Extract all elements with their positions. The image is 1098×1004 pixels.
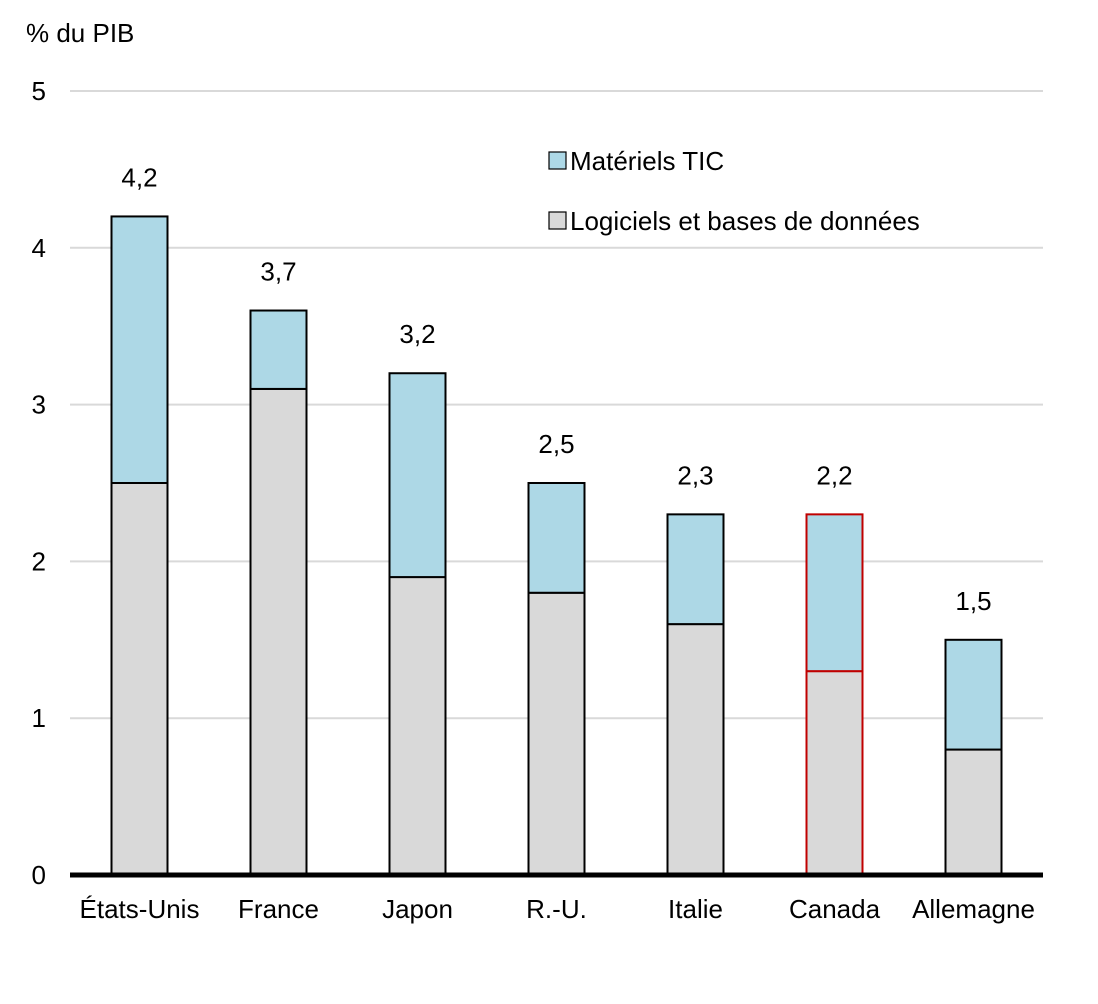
bar-segment-software xyxy=(388,576,447,877)
legend: Matériels TIC Logiciels et bases de donn… xyxy=(548,146,920,236)
bar-segment-hardware xyxy=(110,215,169,484)
legend-item-software: Logiciels et bases de données xyxy=(548,206,920,236)
x-category-label: R.-U. xyxy=(526,894,587,924)
x-axis-categories: États-Unis France Japon R.-U. Italie Canada Al… xyxy=(80,894,1035,924)
y-tick-label: 3 xyxy=(32,390,46,420)
bar-segment-software xyxy=(944,748,1003,876)
bar-segment-software xyxy=(805,670,864,876)
total-label: 4,2 xyxy=(121,162,157,192)
total-label: 3,7 xyxy=(260,257,296,287)
x-category-label: France xyxy=(238,894,319,924)
bar-segment-software xyxy=(249,387,308,876)
x-category-label: États-Unis xyxy=(80,894,200,924)
total-label: 2,5 xyxy=(538,429,574,459)
y-tick-label: 5 xyxy=(32,76,46,106)
x-category-label: Allemagne xyxy=(912,894,1035,924)
legend-label-software: Logiciels et bases de données xyxy=(570,206,920,236)
legend-item-hardware: Matériels TIC xyxy=(548,146,724,176)
total-data-labels: 4,2 3,7 3,2 2,5 2,3 2,2 1,5 xyxy=(121,162,991,615)
bars xyxy=(110,215,1003,877)
legend-label-hardware: Matériels TIC xyxy=(570,146,724,176)
x-category-label: Japon xyxy=(382,894,453,924)
total-label: 2,2 xyxy=(816,460,852,490)
bar-segment-hardware xyxy=(527,482,586,594)
total-label: 3,2 xyxy=(399,319,435,349)
bar-segment-hardware xyxy=(249,309,308,390)
total-label: 1,5 xyxy=(955,586,991,616)
legend-swatch-software xyxy=(548,211,567,230)
y-axis-label: % du PIB xyxy=(26,18,134,48)
x-category-label: Italie xyxy=(668,894,723,924)
grid-lines xyxy=(70,90,1043,720)
bar-segment-hardware xyxy=(666,513,725,626)
bar-segment-hardware xyxy=(944,638,1003,751)
y-tick-label: 0 xyxy=(32,860,46,890)
legend-swatch-hardware xyxy=(548,151,567,170)
y-tick-label: 2 xyxy=(32,546,46,576)
y-axis-ticks: 0 1 2 3 4 5 xyxy=(32,76,46,890)
total-label: 2,3 xyxy=(677,460,713,490)
x-category-label: Canada xyxy=(789,894,881,924)
bar-segment-hardware xyxy=(805,513,864,673)
bar-segment-software xyxy=(110,482,169,876)
bar-segment-software xyxy=(666,623,725,876)
bar-segment-software xyxy=(527,591,586,876)
bar-segment-hardware xyxy=(388,372,447,579)
y-tick-label: 1 xyxy=(32,703,46,733)
y-tick-label: 4 xyxy=(32,233,46,263)
